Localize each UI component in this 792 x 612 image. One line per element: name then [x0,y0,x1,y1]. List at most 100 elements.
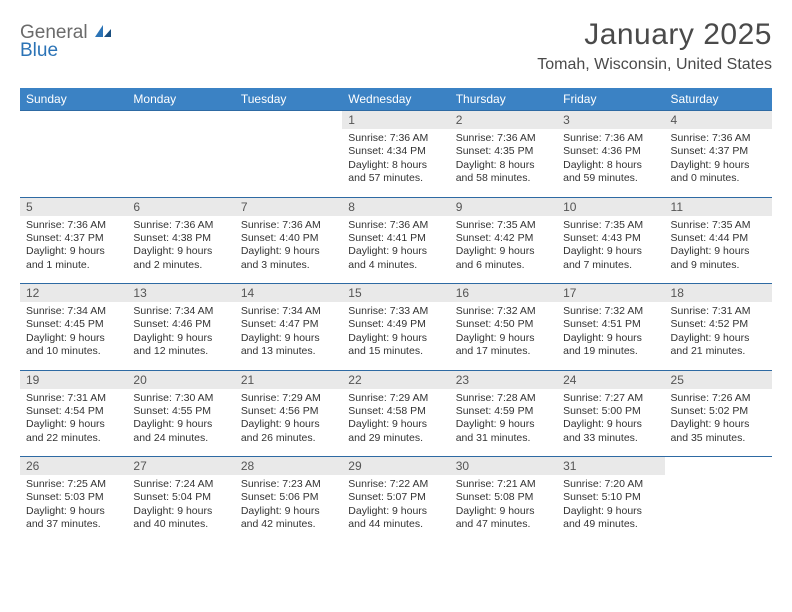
sunset-text: Sunset: 5:10 PM [563,491,658,504]
day-detail-cell: Sunrise: 7:35 AMSunset: 4:44 PMDaylight:… [665,216,772,284]
day-detail-cell: Sunrise: 7:36 AMSunset: 4:37 PMDaylight:… [20,216,127,284]
sunrise-text: Sunrise: 7:36 AM [133,219,228,232]
day-detail-cell: Sunrise: 7:25 AMSunset: 5:03 PMDaylight:… [20,475,127,543]
weekday-header: Wednesday [342,88,449,111]
detail-row: Sunrise: 7:34 AMSunset: 4:45 PMDaylight:… [20,302,772,370]
sunrise-text: Sunrise: 7:29 AM [348,392,443,405]
daylight-text: Daylight: 9 hours and 6 minutes. [456,245,551,272]
sunset-text: Sunset: 4:44 PM [671,232,766,245]
weekday-header: Sunday [20,88,127,111]
sunrise-text: Sunrise: 7:28 AM [456,392,551,405]
weekday-header: Monday [127,88,234,111]
day-detail-cell: Sunrise: 7:31 AMSunset: 4:54 PMDaylight:… [20,389,127,457]
sunrise-text: Sunrise: 7:36 AM [348,219,443,232]
day-number-cell: 22 [342,370,449,389]
day-detail-cell: Sunrise: 7:36 AMSunset: 4:34 PMDaylight:… [342,129,449,197]
daylight-text: Daylight: 9 hours and 22 minutes. [26,418,121,445]
day-number-cell: 29 [342,457,449,476]
daynum-row: 1234 [20,111,772,130]
day-detail-cell: Sunrise: 7:36 AMSunset: 4:38 PMDaylight:… [127,216,234,284]
day-detail-cell [127,129,234,197]
sunrise-text: Sunrise: 7:36 AM [671,132,766,145]
weekday-header-row: Sunday Monday Tuesday Wednesday Thursday… [20,88,772,111]
daylight-text: Daylight: 9 hours and 33 minutes. [563,418,658,445]
daynum-row: 262728293031 [20,457,772,476]
day-detail-cell [235,129,342,197]
title-block: January 2025 Tomah, Wisconsin, United St… [537,18,772,74]
month-title: January 2025 [537,18,772,52]
day-detail-cell: Sunrise: 7:34 AMSunset: 4:45 PMDaylight:… [20,302,127,370]
day-number-cell: 20 [127,370,234,389]
day-detail-cell: Sunrise: 7:34 AMSunset: 4:46 PMDaylight:… [127,302,234,370]
day-number-cell: 3 [557,111,664,130]
sunset-text: Sunset: 5:06 PM [241,491,336,504]
sunrise-text: Sunrise: 7:36 AM [26,219,121,232]
day-number-cell: 6 [127,197,234,216]
day-detail-cell: Sunrise: 7:31 AMSunset: 4:52 PMDaylight:… [665,302,772,370]
daylight-text: Daylight: 9 hours and 19 minutes. [563,332,658,359]
day-number-cell: 23 [450,370,557,389]
day-detail-cell: Sunrise: 7:22 AMSunset: 5:07 PMDaylight:… [342,475,449,543]
day-detail-cell [665,475,772,543]
weekday-header: Saturday [665,88,772,111]
day-detail-cell: Sunrise: 7:26 AMSunset: 5:02 PMDaylight:… [665,389,772,457]
sunset-text: Sunset: 4:59 PM [456,405,551,418]
sunrise-text: Sunrise: 7:25 AM [26,478,121,491]
sunset-text: Sunset: 4:43 PM [563,232,658,245]
header: General Blue January 2025 Tomah, Wiscons… [20,18,772,74]
daynum-row: 19202122232425 [20,370,772,389]
day-number-cell: 12 [20,284,127,303]
sunset-text: Sunset: 4:52 PM [671,318,766,331]
day-detail-cell: Sunrise: 7:33 AMSunset: 4:49 PMDaylight:… [342,302,449,370]
day-number-cell [20,111,127,130]
sunset-text: Sunset: 4:37 PM [671,145,766,158]
daylight-text: Daylight: 9 hours and 1 minute. [26,245,121,272]
day-number-cell: 24 [557,370,664,389]
sunrise-text: Sunrise: 7:34 AM [26,305,121,318]
day-detail-cell: Sunrise: 7:36 AMSunset: 4:36 PMDaylight:… [557,129,664,197]
day-number-cell [235,111,342,130]
sunset-text: Sunset: 4:55 PM [133,405,228,418]
calendar-table: Sunday Monday Tuesday Wednesday Thursday… [20,88,772,543]
detail-row: Sunrise: 7:25 AMSunset: 5:03 PMDaylight:… [20,475,772,543]
sunset-text: Sunset: 5:02 PM [671,405,766,418]
day-detail-cell [20,129,127,197]
weekday-header: Tuesday [235,88,342,111]
sunset-text: Sunset: 5:04 PM [133,491,228,504]
day-detail-cell: Sunrise: 7:21 AMSunset: 5:08 PMDaylight:… [450,475,557,543]
sunrise-text: Sunrise: 7:36 AM [348,132,443,145]
day-detail-cell: Sunrise: 7:35 AMSunset: 4:43 PMDaylight:… [557,216,664,284]
location: Tomah, Wisconsin, United States [537,56,772,74]
day-detail-cell: Sunrise: 7:34 AMSunset: 4:47 PMDaylight:… [235,302,342,370]
day-number-cell: 2 [450,111,557,130]
sunrise-text: Sunrise: 7:21 AM [456,478,551,491]
logo: General Blue [20,24,113,60]
sunset-text: Sunset: 4:54 PM [26,405,121,418]
daylight-text: Daylight: 9 hours and 24 minutes. [133,418,228,445]
sunrise-text: Sunrise: 7:24 AM [133,478,228,491]
daylight-text: Daylight: 9 hours and 2 minutes. [133,245,228,272]
day-number-cell: 21 [235,370,342,389]
day-detail-cell: Sunrise: 7:30 AMSunset: 4:55 PMDaylight:… [127,389,234,457]
day-number-cell: 14 [235,284,342,303]
sunrise-text: Sunrise: 7:34 AM [133,305,228,318]
sunrise-text: Sunrise: 7:27 AM [563,392,658,405]
day-number-cell: 25 [665,370,772,389]
day-number-cell: 27 [127,457,234,476]
sunset-text: Sunset: 4:38 PM [133,232,228,245]
sunrise-text: Sunrise: 7:30 AM [133,392,228,405]
day-detail-cell: Sunrise: 7:27 AMSunset: 5:00 PMDaylight:… [557,389,664,457]
daylight-text: Daylight: 9 hours and 26 minutes. [241,418,336,445]
daylight-text: Daylight: 9 hours and 17 minutes. [456,332,551,359]
sunrise-text: Sunrise: 7:20 AM [563,478,658,491]
day-detail-cell: Sunrise: 7:23 AMSunset: 5:06 PMDaylight:… [235,475,342,543]
day-detail-cell: Sunrise: 7:29 AMSunset: 4:56 PMDaylight:… [235,389,342,457]
weekday-header: Thursday [450,88,557,111]
daylight-text: Daylight: 9 hours and 31 minutes. [456,418,551,445]
sunrise-text: Sunrise: 7:34 AM [241,305,336,318]
day-detail-cell: Sunrise: 7:29 AMSunset: 4:58 PMDaylight:… [342,389,449,457]
day-detail-cell: Sunrise: 7:36 AMSunset: 4:41 PMDaylight:… [342,216,449,284]
sunrise-text: Sunrise: 7:32 AM [563,305,658,318]
day-detail-cell: Sunrise: 7:36 AMSunset: 4:40 PMDaylight:… [235,216,342,284]
daylight-text: Daylight: 9 hours and 4 minutes. [348,245,443,272]
